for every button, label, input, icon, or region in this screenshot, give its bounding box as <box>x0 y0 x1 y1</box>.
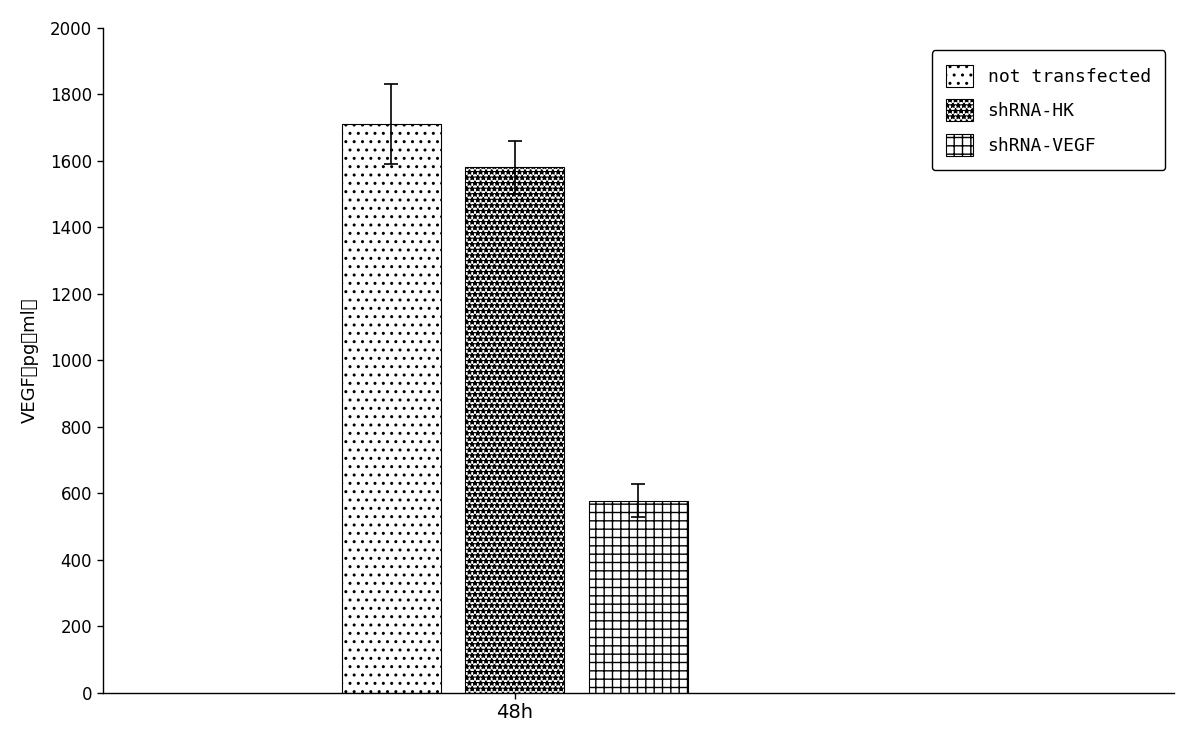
Bar <box>465 167 564 692</box>
Bar <box>342 124 441 692</box>
Legend: not transfected, shRNA-HK, shRNA-VEGF: not transfected, shRNA-HK, shRNA-VEGF <box>932 51 1165 170</box>
Y-axis label: VEGF（pg／ml）: VEGF（pg／ml） <box>20 297 38 423</box>
Bar <box>589 501 688 692</box>
